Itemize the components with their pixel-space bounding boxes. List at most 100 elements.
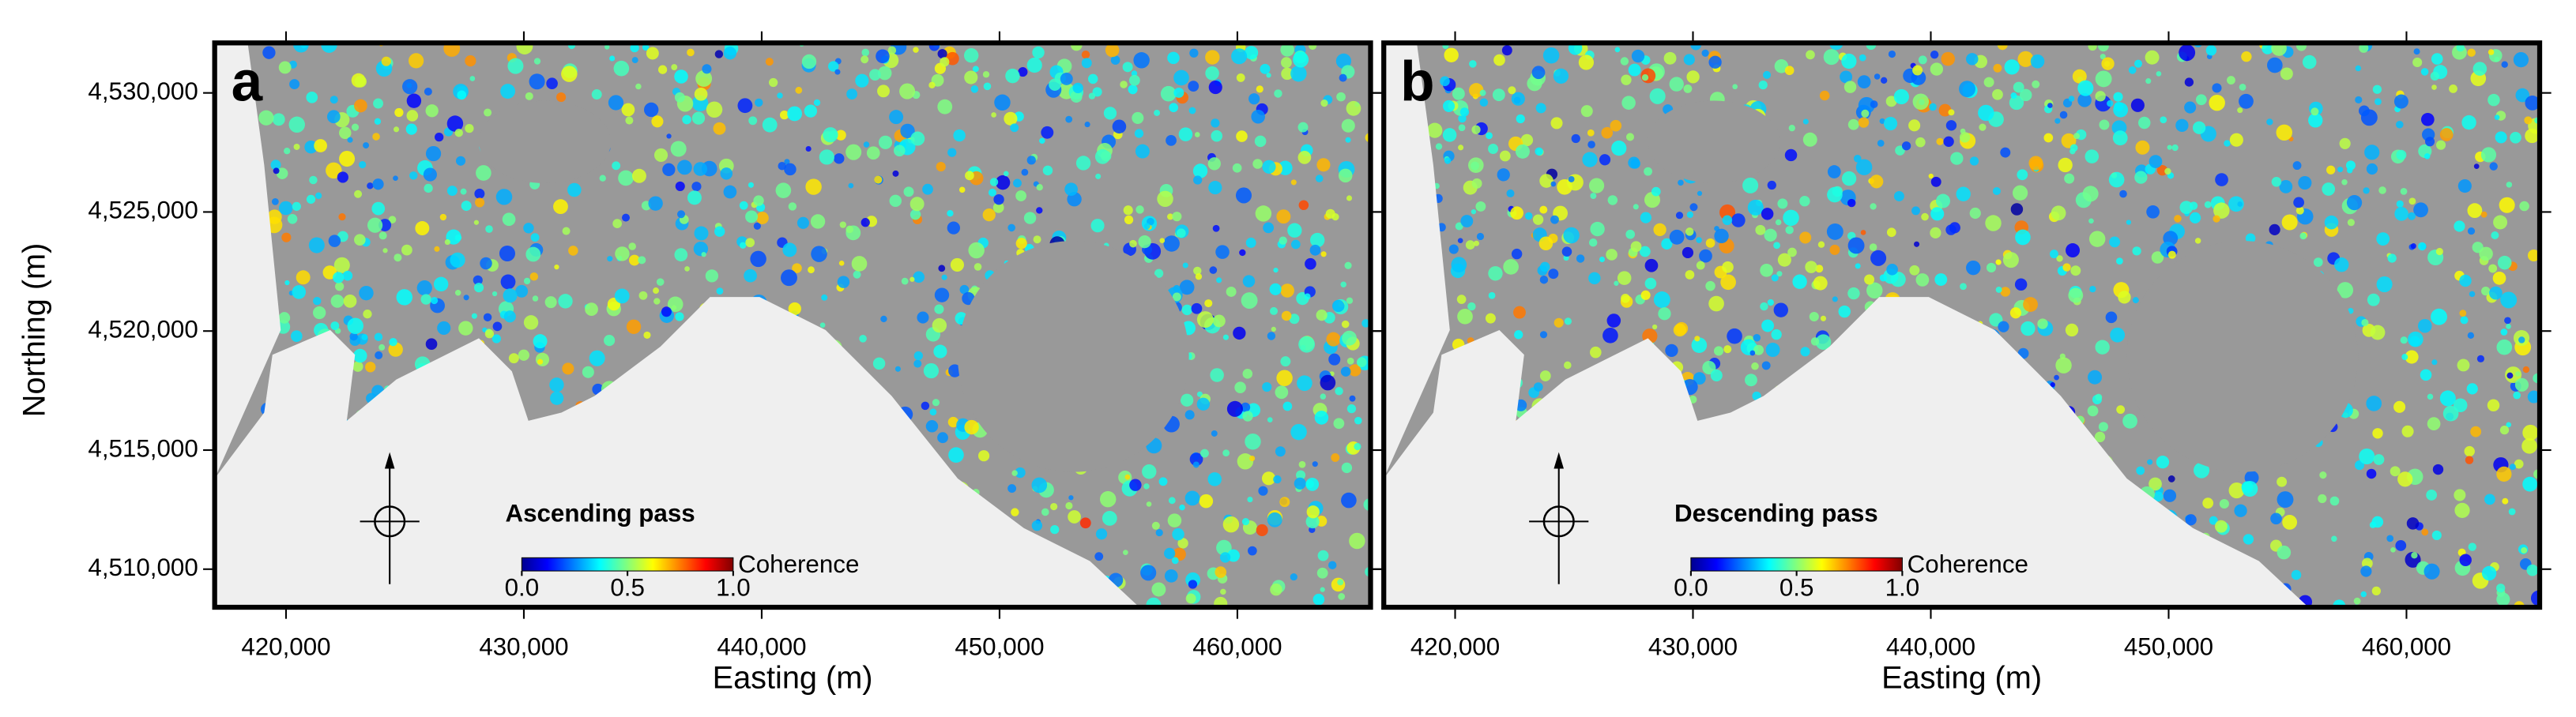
coherence-speckle	[1554, 317, 1564, 328]
coherence-speckle	[1232, 163, 1242, 173]
coherence-speckle	[1021, 168, 1029, 176]
coherence-speckle	[1103, 107, 1117, 120]
coherence-speckle	[347, 317, 363, 334]
coherence-speckle	[787, 106, 802, 122]
coherence-speckle	[1697, 190, 1703, 197]
coherence-speckle	[306, 91, 318, 103]
coherence-speckle	[1267, 417, 1273, 422]
coherence-speckle	[887, 46, 897, 54]
coherence-speckle	[1930, 50, 1939, 59]
coherence-speckle	[1465, 240, 1475, 250]
coherence-speckle	[938, 265, 946, 272]
coherence-speckle	[694, 87, 708, 101]
coherence-speckle	[1823, 49, 1840, 66]
coherence-speckle	[1934, 273, 1948, 286]
coherence-speckle	[1673, 323, 1687, 337]
coherence-speckle	[2495, 131, 2507, 144]
coherence-speckle	[1452, 87, 1465, 100]
coherence-speckle	[964, 70, 978, 84]
coherence-speckle	[2460, 316, 2469, 325]
coherence-speckle	[1195, 273, 1203, 280]
coherence-speckle	[416, 280, 432, 296]
coherence-speckle	[813, 99, 821, 107]
coherence-speckle	[308, 237, 325, 253]
coherence-speckle	[615, 246, 630, 261]
coherence-speckle	[835, 130, 846, 141]
coherence-speckle	[1628, 63, 1641, 77]
coherence-speckle	[2167, 145, 2172, 150]
coherence-speckle	[646, 47, 659, 60]
coherence-speckle	[1956, 186, 1971, 201]
coherence-speckle	[648, 196, 663, 211]
coherence-speckle	[2525, 96, 2540, 111]
coherence-speckle	[523, 223, 534, 234]
coherence-speckle	[913, 359, 922, 368]
coherence-speckle	[1930, 227, 1941, 238]
coherence-speckle	[1763, 70, 1772, 79]
coherence-speckle	[1457, 238, 1463, 244]
coherence-speckle	[1157, 190, 1173, 208]
map-panel	[214, 43, 1371, 608]
coherence-speckle	[425, 104, 439, 118]
coherence-speckle	[500, 84, 515, 99]
coherence-speckle	[1460, 215, 1474, 227]
coherence-speckle	[2298, 175, 2312, 190]
coherence-speckle	[1102, 510, 1117, 526]
coherence-speckle	[1290, 572, 1297, 581]
coherence-speckle	[2372, 428, 2383, 439]
coherence-speckle	[1524, 212, 1533, 220]
coherence-speckle	[2390, 546, 2396, 553]
coherence-speckle	[1683, 54, 1695, 66]
coherence-speckle	[518, 349, 529, 361]
coherence-speckle	[1753, 344, 1764, 355]
coherence-speckle	[2088, 370, 2103, 385]
coherence-speckle	[2376, 276, 2393, 293]
coherence-speckle	[2118, 291, 2131, 304]
coherence-speckle	[612, 161, 621, 171]
coherence-speckle	[1015, 238, 1027, 250]
coherence-speckle	[2099, 119, 2110, 130]
coherence-speckle	[2313, 257, 2323, 267]
coherence-speckle	[2241, 51, 2252, 62]
coherence-speckle	[1893, 88, 1909, 105]
coherence-speckle	[342, 270, 353, 281]
coherence-speckle	[2363, 187, 2370, 194]
coherence-speckle	[2494, 114, 2500, 120]
coherence-speckle	[354, 99, 367, 113]
coherence-speckle	[2467, 48, 2476, 57]
coherence-speckle	[1214, 596, 1228, 608]
coherence-speckle	[1309, 244, 1321, 256]
coherence-speckle	[613, 60, 630, 77]
coherence-speckle	[2202, 497, 2214, 509]
coherence-speckle	[424, 183, 433, 193]
coherence-speckle	[2156, 71, 2162, 77]
coherence-speckle	[1305, 257, 1316, 270]
coherence-speckle	[781, 269, 797, 287]
coherence-speckle	[1776, 271, 1783, 277]
coherence-speckle	[1855, 159, 1873, 175]
coherence-speckle	[1245, 237, 1256, 248]
coherence-speckle	[713, 122, 726, 135]
coherence-speckle	[775, 182, 792, 198]
coherence-speckle	[1459, 107, 1470, 117]
coherence-speckle	[1914, 241, 1920, 247]
coherence-speckle	[1731, 213, 1746, 227]
coherence-speckle	[765, 58, 774, 66]
coherence-speckle	[2192, 121, 2206, 134]
coherence-speckle	[1614, 47, 1621, 53]
coherence-speckle	[1912, 65, 1923, 76]
coherence-speckle	[284, 148, 291, 155]
coherence-speckle	[425, 145, 442, 162]
coherence-speckle	[2481, 286, 2491, 296]
coherence-speckle	[1254, 135, 1267, 148]
coherence-speckle	[1128, 84, 1138, 95]
coherence-speckle	[1293, 51, 1309, 68]
coherence-speckle	[2132, 297, 2139, 304]
coherence-speckle	[744, 268, 757, 283]
coherence-speckle	[1193, 175, 1203, 185]
coherence-speckle	[684, 266, 690, 272]
coherence-speckle	[435, 133, 444, 142]
coherence-speckle	[1101, 151, 1112, 162]
coherence-speckle	[1941, 51, 1956, 66]
